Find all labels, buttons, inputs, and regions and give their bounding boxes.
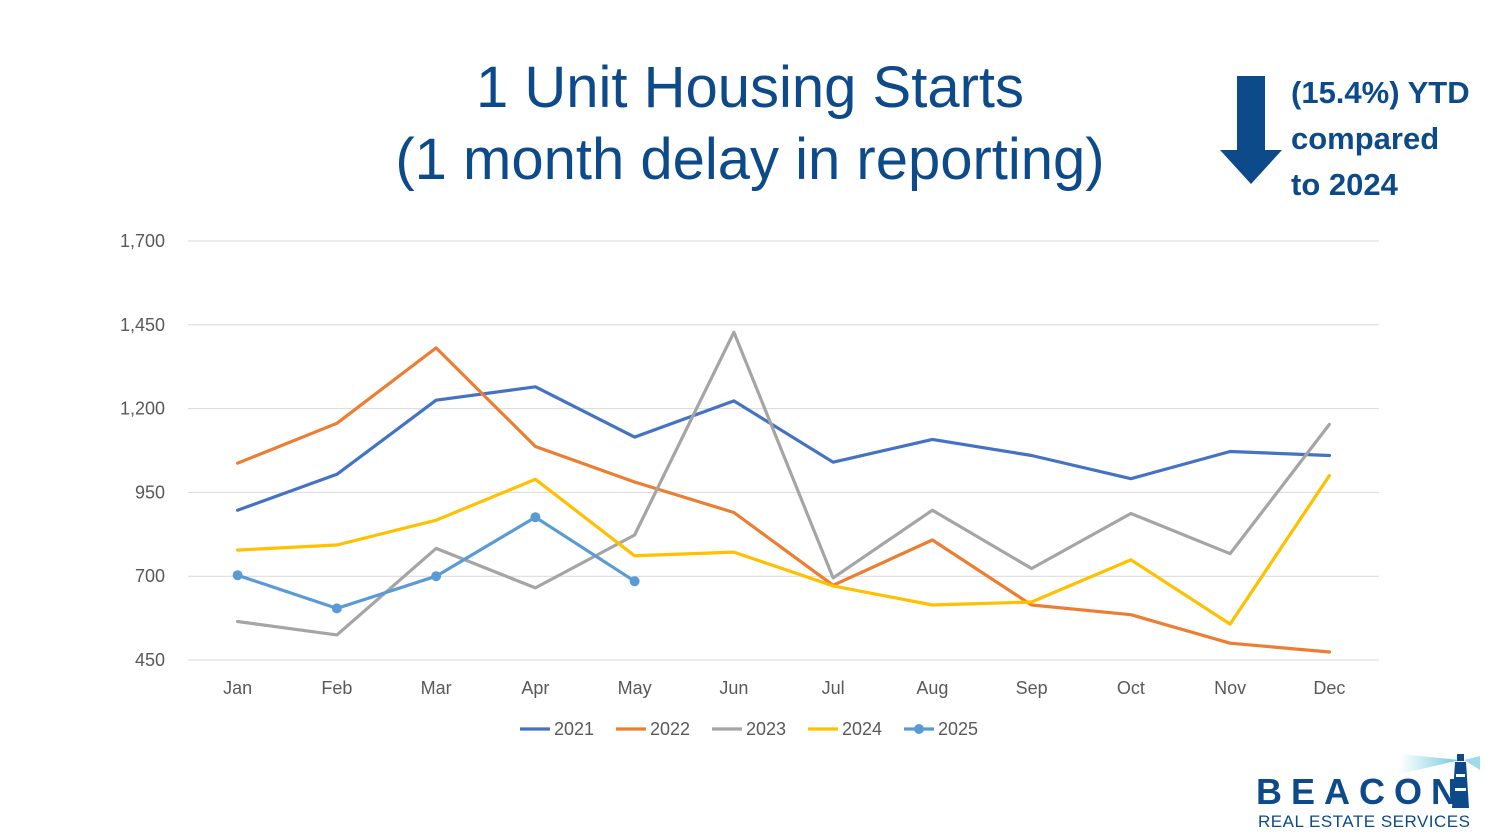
legend-label: 2024	[842, 719, 882, 739]
x-tick-label: Dec	[1313, 678, 1345, 698]
x-tick-label: Nov	[1214, 678, 1246, 698]
y-tick-label: 700	[135, 566, 165, 586]
y-tick-label: 1,450	[120, 315, 165, 335]
x-tick-label: Aug	[916, 678, 948, 698]
title-line-1: 1 Unit Housing Starts	[475, 55, 1025, 120]
legend-label: 2023	[746, 719, 786, 739]
legend-label: 2025	[938, 719, 978, 739]
lighthouse-icon	[1400, 754, 1480, 808]
x-tick-label: Jan	[223, 678, 252, 698]
x-tick-label: Feb	[321, 678, 352, 698]
series-line-2022	[236, 346, 1332, 654]
x-tick-label: May	[618, 678, 652, 698]
data-point-2025	[629, 576, 640, 587]
data-point-2025	[530, 512, 541, 523]
x-tick-label: Oct	[1117, 678, 1145, 698]
x-tick-label: Mar	[421, 678, 452, 698]
ytd-callout: (15.4%) YTD compared to 2024	[1291, 70, 1491, 208]
y-tick-label: 1,700	[120, 231, 165, 251]
callout-line-3: to 2024	[1291, 167, 1398, 202]
y-tick-label: 1,200	[120, 399, 165, 419]
down-arrow-icon	[1220, 76, 1282, 184]
company-logo: BEACON REAL ESTATE SERVICES	[1250, 752, 1480, 834]
data-point-2025	[232, 570, 243, 581]
x-tick-label: Jun	[719, 678, 748, 698]
y-tick-label: 950	[135, 482, 165, 502]
legend-marker-2025	[914, 724, 924, 734]
x-tick-label: Jul	[822, 678, 845, 698]
x-tick-label: Sep	[1016, 678, 1048, 698]
series-line-2025	[236, 515, 637, 611]
chart-title: 1 Unit Housing Starts (1 month delay in …	[250, 52, 1250, 196]
callout-line-1: (15.4%) YTD	[1291, 75, 1470, 110]
data-point-2025	[431, 571, 442, 582]
data-point-2025	[331, 603, 342, 614]
series-line-2023	[236, 330, 1332, 637]
logo-subtitle: REAL ESTATE SERVICES	[1258, 812, 1471, 831]
title-line-2: (1 month delay in reporting)	[395, 127, 1105, 192]
logo-wordmark: BEACON	[1256, 771, 1467, 812]
series-line-2024	[236, 474, 1332, 626]
legend-label: 2021	[554, 719, 594, 739]
y-tick-label: 450	[135, 650, 165, 670]
series-line-2021	[236, 385, 1332, 512]
callout-line-2: compared	[1291, 121, 1440, 156]
legend-label: 2022	[650, 719, 690, 739]
x-tick-label: Apr	[521, 678, 549, 698]
